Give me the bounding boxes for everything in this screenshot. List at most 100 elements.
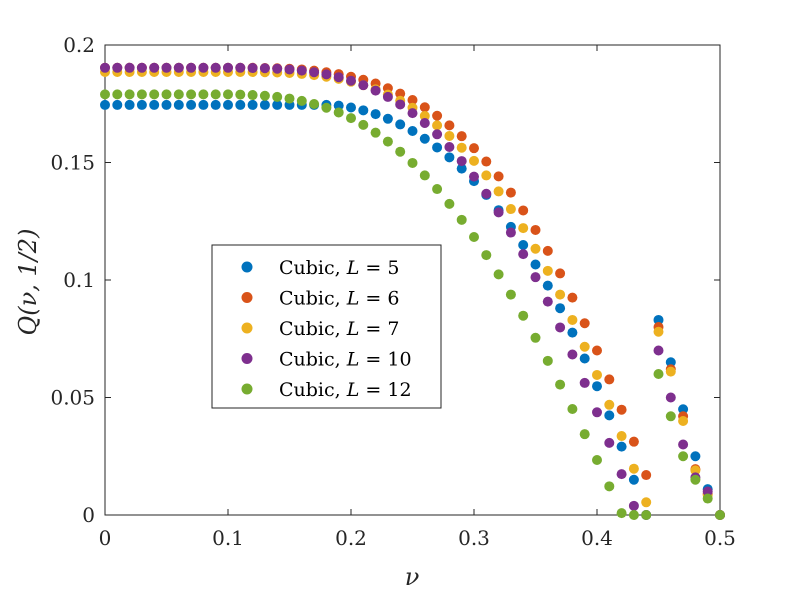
- data-point: [173, 89, 184, 100]
- data-point: [370, 109, 381, 120]
- data-point: [616, 431, 627, 442]
- data-point: [149, 62, 160, 73]
- data-point: [690, 465, 701, 476]
- data-point: [518, 310, 529, 321]
- data-point: [567, 404, 578, 415]
- data-point: [259, 99, 270, 110]
- data-point: [456, 156, 467, 167]
- data-point: [702, 493, 713, 504]
- data-point: [469, 171, 479, 182]
- data-point: [296, 95, 307, 106]
- data-point: [518, 239, 529, 250]
- data-point: [346, 102, 356, 113]
- data-point: [407, 126, 418, 137]
- data-point: [456, 163, 467, 174]
- data-point: [604, 399, 615, 410]
- data-point: [358, 119, 369, 130]
- data-point: [505, 187, 516, 198]
- data-point: [136, 62, 147, 73]
- data-point: [284, 93, 295, 104]
- data-point: [518, 223, 529, 234]
- data-point: [530, 224, 541, 235]
- legend-item: Cubic, L = 7: [241, 318, 399, 340]
- data-point: [432, 129, 443, 140]
- data-point: [628, 474, 639, 485]
- data-point: [678, 439, 689, 450]
- data-point: [186, 89, 197, 100]
- x-tick-label: 0.2: [335, 526, 367, 550]
- data-point: [346, 113, 356, 124]
- data-point: [161, 62, 172, 73]
- data-point: [395, 146, 406, 157]
- data-point: [665, 366, 676, 377]
- data-point: [223, 89, 233, 100]
- data-point: [309, 98, 320, 109]
- data-point: [579, 353, 590, 364]
- data-point: [567, 292, 578, 303]
- x-tick-label: 0.1: [212, 526, 244, 550]
- data-point: [690, 451, 701, 462]
- data-points: [100, 62, 725, 520]
- data-point: [223, 62, 233, 73]
- x-tick-label: 0.3: [458, 526, 490, 550]
- data-point: [481, 156, 492, 167]
- data-point: [616, 441, 627, 452]
- data-point: [235, 99, 246, 110]
- data-point: [407, 157, 418, 168]
- data-point: [333, 72, 344, 83]
- data-point: [505, 289, 516, 300]
- data-point: [124, 99, 135, 110]
- data-point: [592, 455, 602, 466]
- data-point: [542, 245, 553, 256]
- data-point: [136, 89, 147, 100]
- data-point: [678, 451, 689, 462]
- data-point: [272, 99, 283, 110]
- y-tick-label: 0.1: [63, 268, 95, 292]
- data-point: [395, 88, 406, 99]
- data-point: [247, 99, 258, 110]
- y-tick-label: 0.15: [50, 151, 95, 175]
- legend-item: Cubic, L = 12: [241, 379, 412, 401]
- data-point: [505, 227, 516, 238]
- data-point: [382, 91, 393, 102]
- data-point: [259, 90, 270, 101]
- x-tick-label: 0: [99, 526, 112, 550]
- data-point: [382, 113, 393, 124]
- x-axis-label: ν: [405, 563, 420, 591]
- data-point: [530, 243, 541, 254]
- legend-label: Cubic, L = 5: [279, 257, 399, 279]
- data-point: [210, 99, 221, 110]
- data-point: [628, 510, 639, 520]
- data-point: [542, 280, 553, 291]
- data-point: [370, 127, 381, 138]
- data-point: [678, 416, 689, 426]
- data-point: [432, 110, 443, 121]
- data-point: [432, 120, 443, 131]
- legend-item: Cubic, L = 10: [241, 349, 412, 371]
- data-point: [456, 214, 467, 225]
- data-point: [100, 62, 110, 73]
- data-point: [100, 99, 110, 110]
- legend: Cubic, L = 5 Cubic, L = 6 Cubic, L = 7 Cubi…: [211, 244, 442, 409]
- data-point: [358, 105, 369, 116]
- data-point: [321, 69, 332, 80]
- data-point: [395, 119, 406, 130]
- data-point: [124, 89, 135, 100]
- data-point: [296, 65, 307, 76]
- legend-marker: [241, 292, 253, 303]
- data-point: [419, 110, 430, 121]
- data-point: [100, 89, 110, 100]
- data-point: [579, 429, 590, 440]
- data-point: [530, 332, 541, 343]
- data-point: [665, 357, 676, 368]
- data-point: [161, 89, 172, 100]
- data-point: [186, 62, 197, 73]
- y-tick-label: 0: [82, 503, 95, 527]
- data-point: [493, 207, 504, 218]
- data-point: [493, 171, 504, 182]
- data-point: [628, 500, 639, 511]
- data-point: [518, 249, 529, 260]
- data-point: [628, 436, 639, 447]
- data-point: [481, 188, 492, 199]
- data-point: [272, 63, 283, 74]
